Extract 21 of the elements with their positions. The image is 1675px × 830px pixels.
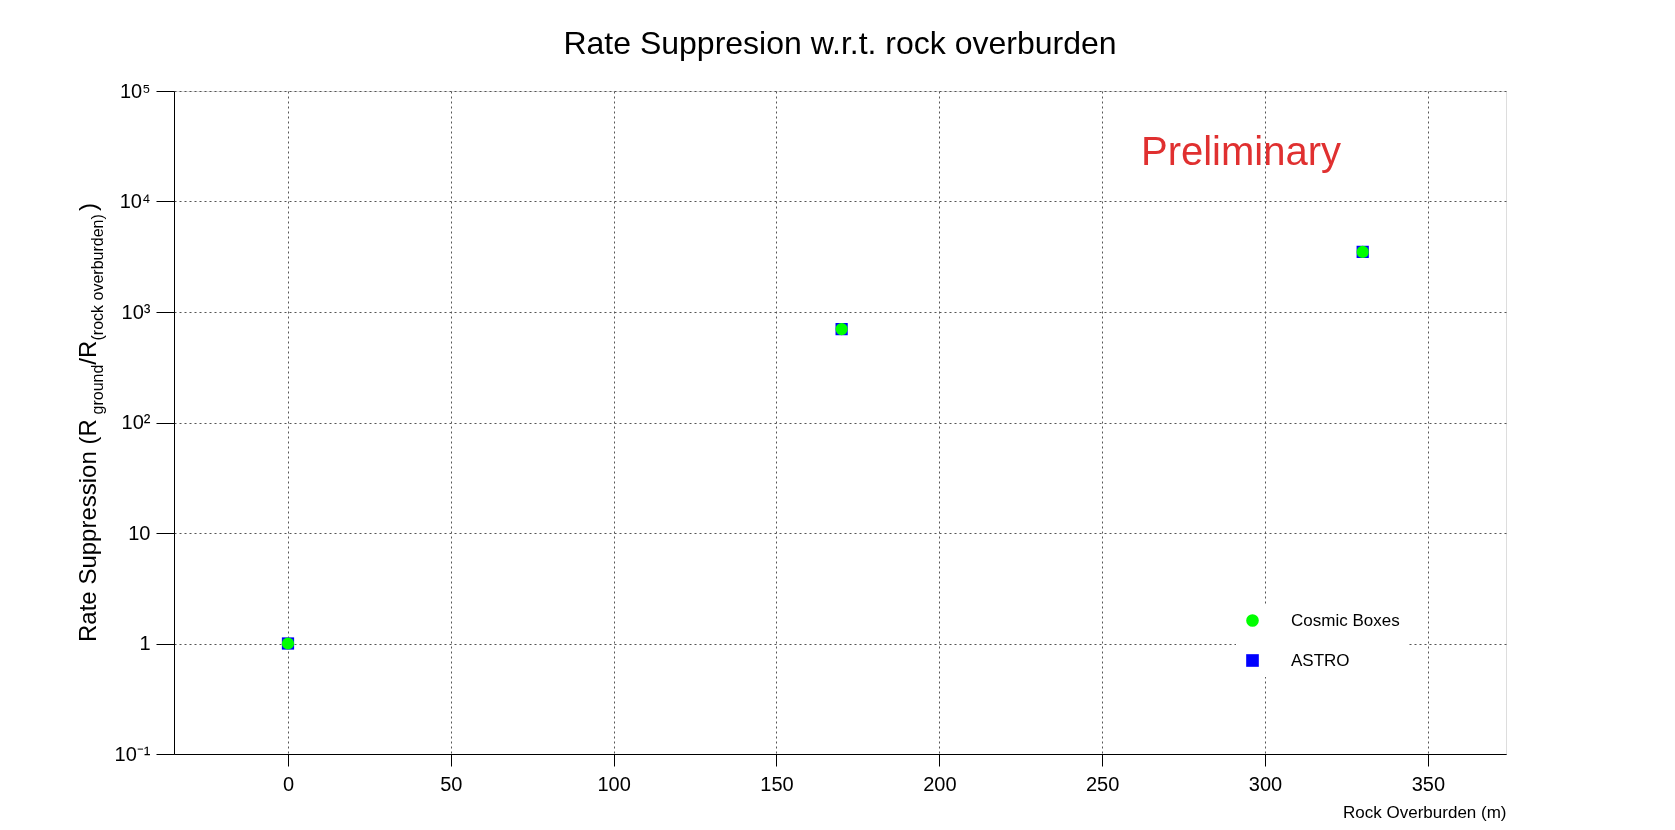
x-tick-label: 100 [597, 772, 631, 795]
legend-label: ASTRO [1291, 650, 1350, 670]
y-tick-label: 10⁻¹ [114, 742, 151, 765]
y-tick-label: 10⁵ [119, 79, 151, 102]
y-tick-label: 10 [128, 521, 151, 544]
x-tick-label: 300 [1248, 772, 1283, 795]
y-tick-label: 10³ [121, 300, 151, 323]
x-tick-label: 350 [1411, 772, 1446, 795]
chart-title: Rate Suppresion w.r.t. rock overburden [563, 25, 1117, 61]
x-axis-title: Rock Overburden (m) [1343, 802, 1507, 822]
x-tick-label: 50 [440, 772, 463, 795]
y-tick-label: 10⁴ [119, 190, 151, 212]
x-tick-label: 250 [1085, 772, 1120, 795]
x-tick-label: 200 [923, 772, 957, 795]
annotation: Preliminary [1140, 129, 1342, 173]
y-tick-label: 10² [121, 411, 151, 433]
legend-label: Cosmic Boxes [1291, 610, 1400, 630]
y-tick-label: 1 [139, 632, 151, 654]
y-axis-title: Rate Suppression (Rground/R(rock overburden)) [74, 202, 106, 642]
x-tick-label: 0 [282, 772, 295, 795]
x-tick-label: 150 [760, 772, 794, 795]
